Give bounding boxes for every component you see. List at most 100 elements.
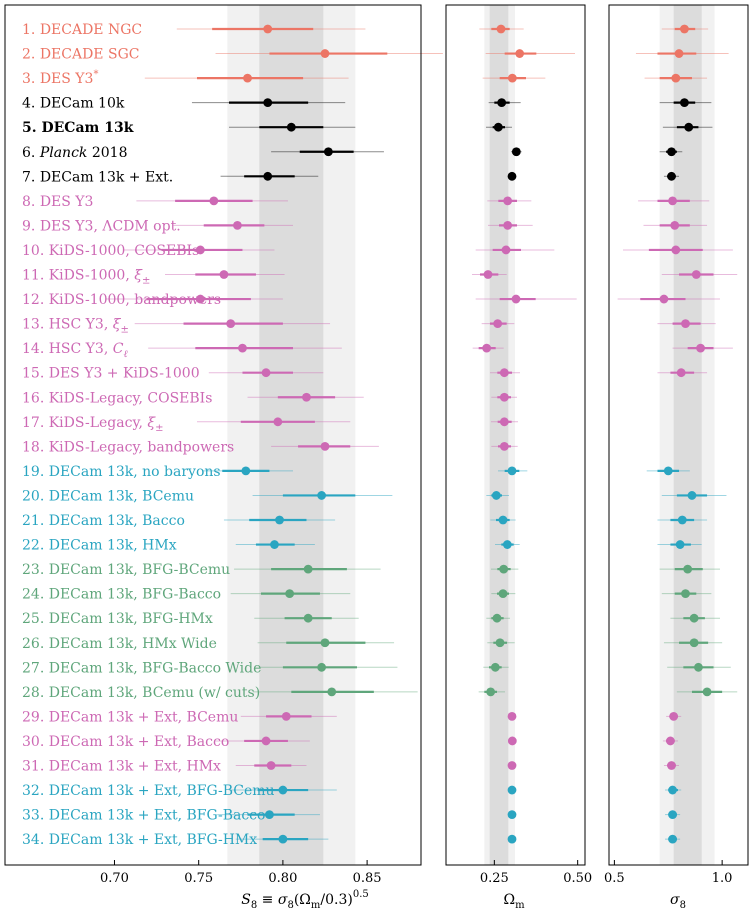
row-label-5: 5. DECam 13k bbox=[22, 120, 134, 136]
band-1sigma-Omega_m bbox=[489, 5, 509, 865]
row-label-33: 33. DECam 13k + Ext, BFG-Bacco bbox=[22, 808, 265, 824]
marker-S8-24 bbox=[285, 589, 295, 599]
marker-Omega_m-30 bbox=[507, 736, 517, 746]
marker-sigma_8-11 bbox=[691, 270, 701, 279]
marker-sigma_8-20 bbox=[687, 491, 697, 500]
marker-S8-17 bbox=[273, 417, 283, 427]
marker-S8-3 bbox=[243, 73, 252, 83]
marker-S8-31 bbox=[266, 761, 276, 770]
row-label-22: 22. DECam 13k, HMx bbox=[22, 538, 177, 554]
marker-sigma_8-29 bbox=[669, 712, 679, 721]
row-label-15: 15. DES Y3 + KiDS-1000 bbox=[22, 366, 200, 382]
marker-sigma_8-22 bbox=[675, 540, 685, 549]
marker-S8-15 bbox=[261, 368, 271, 378]
marker-sigma_8-26 bbox=[689, 638, 699, 648]
marker-S8-25 bbox=[303, 613, 313, 623]
marker-sigma_8-2 bbox=[674, 49, 684, 58]
tick-label-Omega_m-0: 0.25 bbox=[480, 871, 509, 886]
row-label-20: 20. DECam 13k, BCemu bbox=[22, 488, 194, 504]
marker-Omega_m-28 bbox=[486, 687, 496, 697]
marker-S8-1 bbox=[263, 24, 273, 34]
marker-S8-14 bbox=[238, 343, 247, 353]
row-label-29: 29. DECam 13k + Ext, BCemu bbox=[22, 709, 238, 725]
data-points bbox=[106, 24, 738, 844]
marker-Omega_m-10 bbox=[501, 245, 511, 255]
marker-S8-22 bbox=[270, 540, 279, 549]
tick-label-S8-0: 0.70 bbox=[100, 871, 129, 886]
marker-S8-33 bbox=[265, 810, 274, 819]
row-label-28: 28. DECam 13k, BCemu (w/ cuts) bbox=[22, 685, 260, 701]
tick-label-Omega_m-1: 0.50 bbox=[563, 871, 592, 886]
marker-S8-11 bbox=[219, 270, 229, 279]
marker-sigma_8-19 bbox=[663, 466, 673, 476]
marker-Omega_m-13 bbox=[493, 319, 503, 328]
tick-label-S8-2: 0.80 bbox=[268, 871, 297, 886]
marker-S8-28 bbox=[327, 687, 337, 697]
marker-sigma_8-13 bbox=[681, 319, 690, 328]
row-label-23: 23. DECam 13k, BFG-BCemu bbox=[22, 562, 230, 578]
row-label-19: 19. DECam 13k, no baryons bbox=[22, 464, 221, 480]
marker-sigma_8-10 bbox=[671, 245, 681, 255]
row-label-30: 30. DECam 13k + Ext, Bacco bbox=[22, 734, 229, 750]
row-label-32: 32. DECam 13k + Ext, BFG-BCemu bbox=[22, 783, 275, 799]
marker-sigma_8-24 bbox=[681, 589, 690, 599]
marker-sigma_8-27 bbox=[694, 662, 703, 672]
xlabel-omega-m: Ωm bbox=[503, 892, 525, 911]
marker-S8-19 bbox=[241, 466, 251, 476]
marker-S8-29 bbox=[281, 712, 291, 721]
marker-S8-7 bbox=[263, 171, 273, 181]
frame-S8 bbox=[4, 4, 422, 866]
marker-Omega_m-16 bbox=[499, 392, 509, 402]
row-label-17: 17. KiDS-Legacy, ξ± bbox=[22, 415, 164, 434]
row-label-26: 26. DECam 13k, HMx Wide bbox=[22, 636, 217, 652]
panel-frames bbox=[4, 4, 749, 866]
marker-Omega_m-23 bbox=[499, 564, 509, 574]
marker-S8-8 bbox=[209, 196, 219, 206]
marker-S8-10 bbox=[195, 245, 205, 255]
marker-sigma_8-1 bbox=[680, 24, 689, 34]
marker-S8-21 bbox=[275, 515, 284, 525]
row-label-1: 1. DECADE NGC bbox=[22, 22, 142, 38]
marker-S8-2 bbox=[320, 49, 330, 58]
reference-bands bbox=[227, 5, 715, 865]
marker-Omega_m-24 bbox=[498, 589, 508, 599]
marker-sigma_8-28 bbox=[702, 687, 712, 697]
row-label-6: 6. Planck 2018 bbox=[22, 145, 128, 161]
marker-sigma_8-8 bbox=[668, 196, 677, 206]
marker-S8-34 bbox=[278, 834, 288, 844]
row-label-34: 34. DECam 13k + Ext, BFG-HMx bbox=[22, 832, 257, 848]
row-label-8: 8. DES Y3 bbox=[22, 194, 93, 210]
marker-sigma_8-4 bbox=[680, 98, 689, 108]
marker-sigma_8-32 bbox=[668, 785, 677, 795]
row-label-4: 4. DECam 10k bbox=[22, 96, 125, 112]
marker-sigma_8-31 bbox=[667, 761, 676, 770]
marker-Omega_m-6 bbox=[511, 147, 521, 157]
marker-sigma_8-14 bbox=[696, 343, 705, 353]
marker-S8-23 bbox=[303, 564, 313, 574]
marker-S8-26 bbox=[320, 638, 330, 648]
row-label-24: 24. DECam 13k, BFG-Bacco bbox=[22, 587, 221, 603]
marker-Omega_m-25 bbox=[492, 613, 502, 623]
row-label-3: 3. DES Y3* bbox=[22, 69, 98, 87]
marker-Omega_m-11 bbox=[483, 270, 493, 279]
row-label-13: 13. HSC Y3, ξ± bbox=[22, 317, 129, 336]
marker-sigma_8-23 bbox=[683, 564, 693, 574]
marker-Omega_m-15 bbox=[499, 368, 509, 378]
marker-Omega_m-19 bbox=[507, 466, 517, 476]
marker-Omega_m-22 bbox=[502, 540, 512, 549]
row-label-16: 16. KiDS-Legacy, COSEBIs bbox=[22, 390, 212, 406]
frame-sigma_8 bbox=[608, 4, 749, 866]
marker-sigma_8-25 bbox=[689, 613, 699, 623]
axis-ticks: 0.70 0.75 0.80 0.85 0.25 0.50 0.5 1.0 bbox=[100, 860, 732, 886]
marker-sigma_8-6 bbox=[667, 147, 676, 157]
row-label-7: 7. DECam 13k + Ext. bbox=[22, 169, 173, 185]
marker-sigma_8-9 bbox=[670, 221, 680, 230]
marker-Omega_m-27 bbox=[490, 662, 500, 672]
marker-Omega_m-2 bbox=[515, 49, 525, 58]
marker-Omega_m-31 bbox=[507, 761, 517, 770]
marker-Omega_m-20 bbox=[491, 491, 501, 500]
marker-Omega_m-34 bbox=[507, 834, 517, 844]
row-label-11: 11. KiDS-1000, ξ± bbox=[22, 268, 150, 287]
tick-label-sigma_8-1: 1.0 bbox=[712, 871, 733, 886]
row-label-9: 9. DES Y3, ΛCDM opt. bbox=[22, 218, 181, 234]
